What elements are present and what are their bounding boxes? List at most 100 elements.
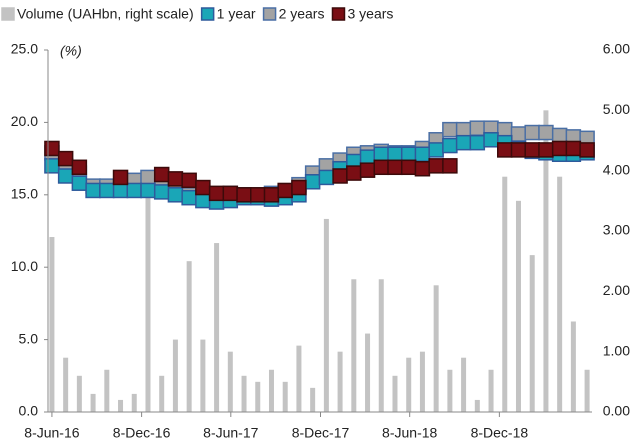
marker (318, 169, 335, 186)
volume-bar (570, 321, 576, 412)
legend-swatch (262, 7, 277, 21)
volume-bar (131, 393, 137, 412)
volume-bar (529, 255, 535, 412)
marker (112, 169, 129, 186)
volume-bar (406, 357, 412, 412)
marker (140, 182, 156, 199)
marker (291, 179, 307, 196)
marker (442, 121, 458, 138)
marker (428, 158, 444, 174)
volume-bar (447, 369, 453, 412)
marker (524, 142, 540, 158)
marker (181, 172, 197, 189)
volume-bar (159, 375, 165, 412)
y2-tick-label: 0.00 (603, 403, 630, 419)
marker (442, 137, 458, 154)
y-tick-label: 5.0 (19, 330, 39, 346)
y2-tick-label: 2.00 (603, 282, 630, 298)
legend-label: 2 years (279, 6, 325, 22)
y2-tick-label: 3.00 (603, 222, 630, 238)
volume-bar (145, 188, 151, 412)
marker (497, 121, 513, 138)
marker (400, 146, 417, 163)
legend-label: 1 year (217, 6, 256, 22)
volume-bar (433, 285, 439, 412)
volume-bar (227, 351, 233, 412)
marker (140, 169, 156, 186)
marker (579, 142, 595, 158)
marker (71, 175, 88, 191)
marker (373, 146, 390, 163)
volume-bar (90, 393, 96, 412)
volume-bar (502, 176, 508, 412)
y-tick-label: 10.0 (11, 258, 38, 274)
marker (181, 189, 197, 206)
x-tick-label: 8-Dec-18 (471, 425, 529, 441)
marker (538, 142, 554, 158)
marker (469, 134, 486, 151)
marker (455, 134, 472, 151)
marker (44, 158, 60, 174)
volume-bar (186, 261, 192, 412)
marker (85, 182, 101, 199)
marker (167, 187, 184, 203)
marker (346, 165, 362, 181)
volume-bar (584, 369, 590, 412)
marker (263, 187, 280, 203)
volume-bar (310, 387, 316, 412)
marker (414, 160, 431, 177)
legend-swatch (200, 7, 215, 21)
marker (208, 185, 225, 202)
marker (44, 140, 60, 157)
marker (99, 182, 115, 199)
legend-label: Volume (UAHbn, right scale) (17, 6, 194, 22)
marker (387, 146, 403, 163)
volume-bar (543, 110, 549, 412)
volume-bar (378, 279, 384, 412)
marker (510, 126, 527, 142)
marker (510, 142, 527, 158)
x-tick-label: 8-Dec-16 (113, 425, 171, 441)
volume-bar (351, 279, 357, 412)
marker (57, 150, 74, 167)
legend-swatch (331, 7, 346, 21)
marker (236, 187, 252, 203)
marker (57, 168, 74, 184)
volume-bar (323, 218, 329, 412)
marker (304, 174, 321, 190)
marker (524, 124, 540, 141)
marker (551, 140, 568, 157)
volume-bar (63, 357, 69, 412)
marker (222, 185, 239, 202)
marker (428, 142, 444, 158)
volume-bar (76, 375, 82, 412)
y2-tick-label: 5.00 (603, 101, 630, 117)
volume-bar (255, 381, 261, 412)
marker (469, 120, 486, 136)
marker (359, 149, 376, 165)
volume-bar (461, 357, 467, 412)
marker (373, 159, 390, 176)
legend-swatch (1, 7, 15, 21)
y-tick-label: 20.0 (11, 113, 38, 129)
volume-bar (337, 351, 343, 412)
x-tick-label: 8-Jun-17 (203, 425, 258, 441)
y-axis-label: (%) (60, 43, 82, 59)
marker (455, 121, 472, 138)
marker (277, 182, 293, 199)
volume-bar (365, 333, 371, 412)
marker (195, 179, 211, 196)
legend-label: 3 years (347, 6, 393, 22)
volume-bar (282, 381, 288, 412)
marker (483, 132, 499, 148)
x-tick-label: 8-Jun-18 (382, 425, 437, 441)
y-tick-label: 25.0 (11, 41, 38, 57)
marker (442, 158, 458, 174)
marker (112, 182, 129, 199)
marker (551, 127, 568, 144)
marker (153, 166, 170, 183)
volume-bar (104, 369, 110, 412)
volume-bar (241, 375, 247, 412)
y-tick-label: 15.0 (11, 186, 38, 202)
